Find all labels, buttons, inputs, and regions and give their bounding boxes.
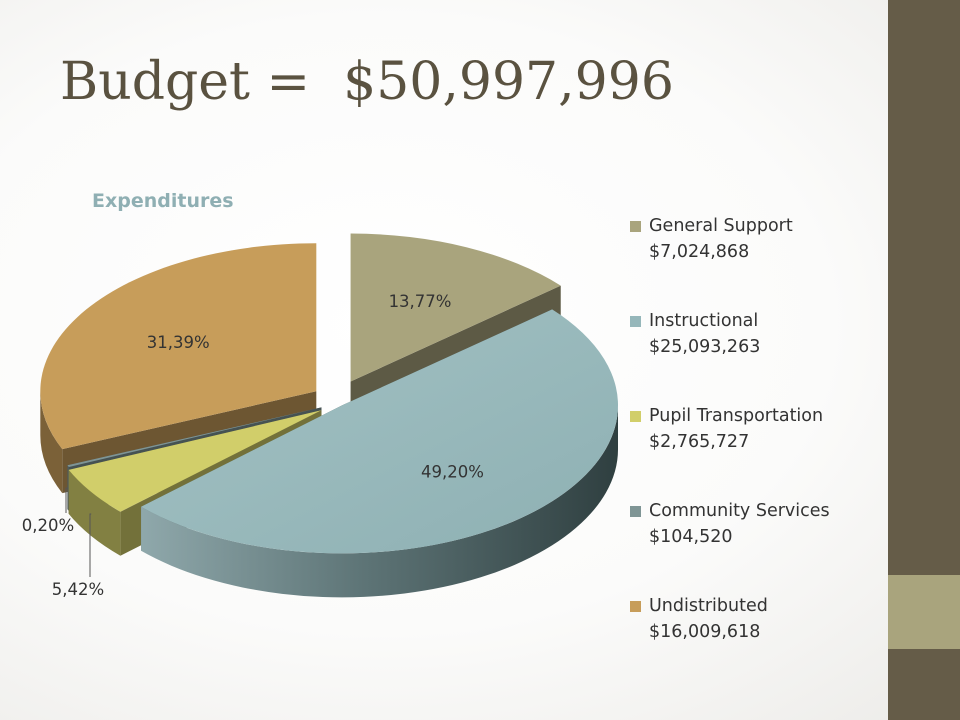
- legend-amount: $104,520: [649, 527, 733, 547]
- legend-text: Instructional $25,093,263: [649, 308, 760, 360]
- data-label-undistributed: 31,39%: [147, 333, 210, 352]
- legend-text: Pupil Transportation $2,765,727: [649, 403, 823, 455]
- pie-slice-top: [67, 407, 322, 467]
- legend-swatch: [630, 506, 641, 517]
- pie-slice-instructional: [141, 309, 619, 598]
- legend-swatch: [630, 316, 641, 327]
- data-label-general-support: 13,77%: [389, 292, 452, 311]
- data-label-instructional: 49,20%: [421, 463, 484, 482]
- legend-label: Undistributed: [649, 596, 768, 616]
- pie-slice-top: [141, 309, 619, 554]
- slide-title: Budget = $50,997,996: [60, 52, 674, 112]
- pie-slice-top: [68, 410, 322, 512]
- legend-swatch: [630, 221, 641, 232]
- legend-amount: $25,093,263: [649, 337, 761, 357]
- legend-amount: $2,765,727: [649, 432, 750, 452]
- pie-slice-side: [68, 469, 121, 556]
- pie-slice-side: [40, 391, 63, 494]
- chart-title: Expenditures: [92, 190, 234, 212]
- data-label-community-services: 0,20%: [22, 516, 74, 535]
- legend-text: Undistributed $16,009,618: [649, 593, 768, 645]
- pie-slice-top: [350, 233, 561, 382]
- leader-line: [89, 513, 92, 577]
- legend-label: Pupil Transportation: [649, 406, 824, 426]
- pie-slice-side: [141, 405, 619, 598]
- side-bar-accent: [888, 575, 960, 649]
- legend-label: Instructional: [649, 311, 759, 331]
- legend-amount: $7,024,868: [649, 242, 750, 262]
- legend-label: General Support: [649, 216, 793, 236]
- legend-label: Community Services: [649, 501, 830, 521]
- legend-swatch: [630, 601, 641, 612]
- legend-text: General Support $7,024,868: [649, 213, 793, 265]
- pie-slice-side: [67, 465, 69, 511]
- legend-text: Community Services $104,520: [649, 498, 830, 550]
- data-label-pupil-transportation: 5,42%: [52, 580, 104, 599]
- pie-slice-top: [40, 243, 317, 450]
- legend-swatch: [630, 411, 641, 422]
- leader-line: [65, 487, 69, 513]
- legend-amount: $16,009,618: [649, 622, 761, 642]
